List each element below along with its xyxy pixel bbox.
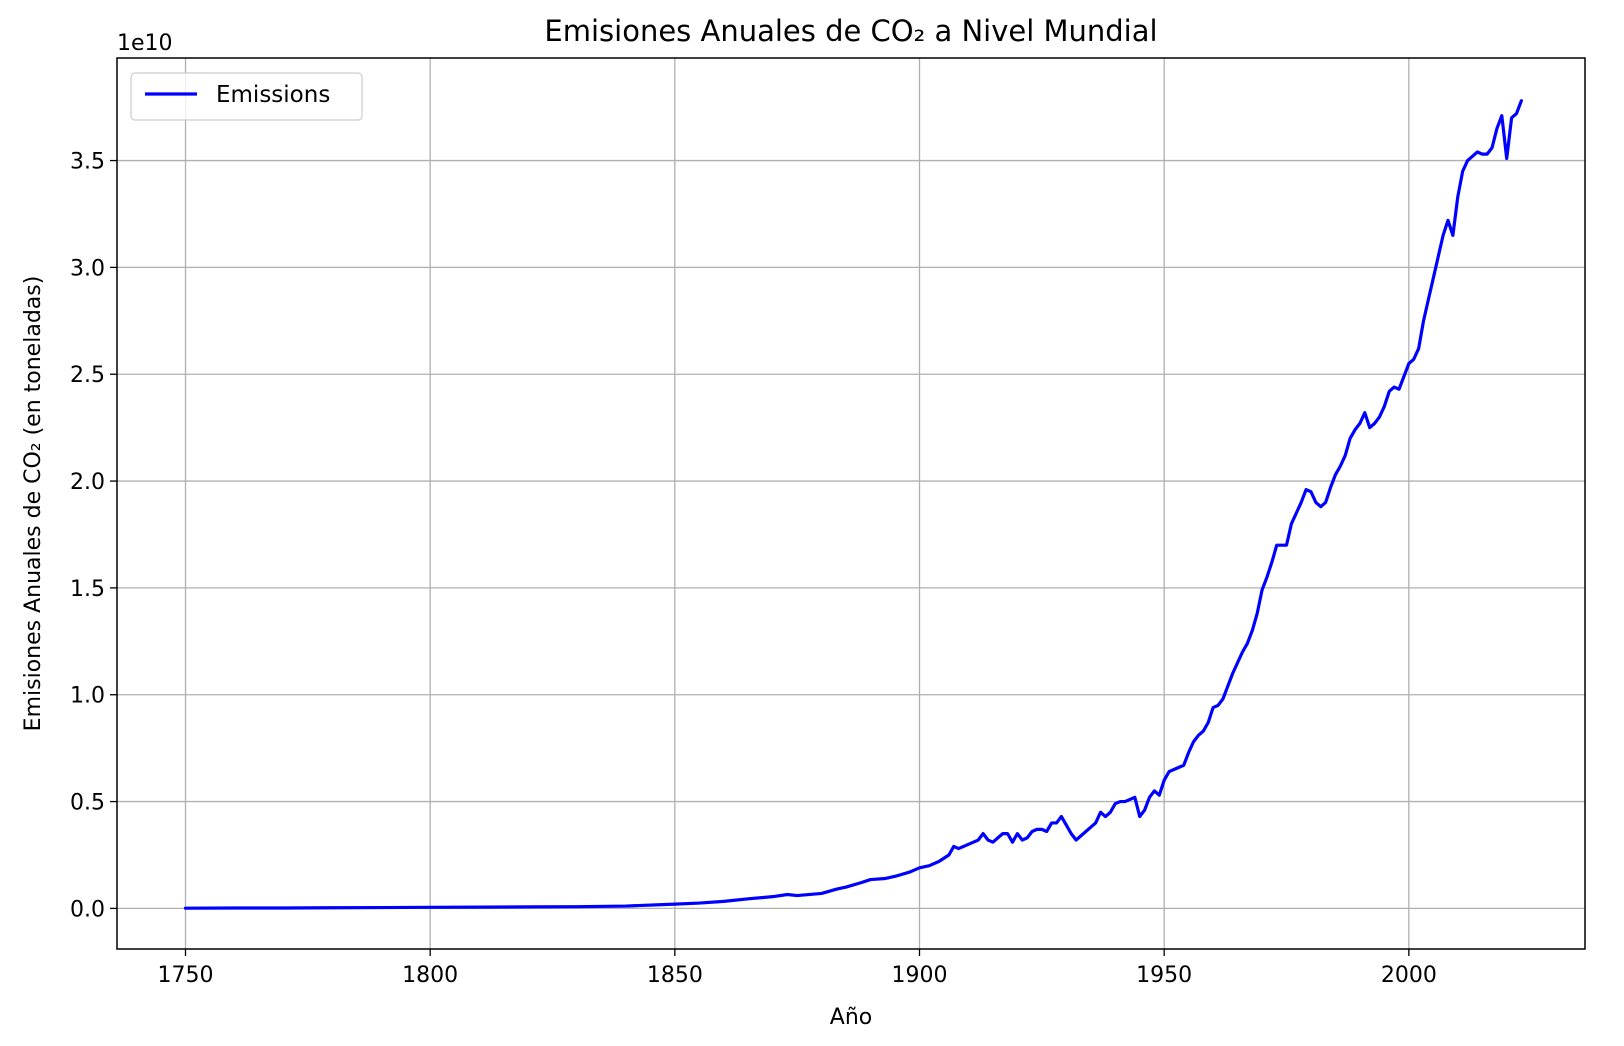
y-axis-offset-label: 1e10 <box>117 31 173 56</box>
x-tick-label: 1950 <box>1136 963 1192 988</box>
x-tick-label: 2000 <box>1381 963 1437 988</box>
x-tick-label: 1850 <box>647 963 703 988</box>
chart-title: Emisiones Anuales de CO₂ a Nivel Mundial <box>544 14 1157 48</box>
y-axis-label: Emisiones Anuales de CO₂ (en toneladas) <box>21 276 46 732</box>
legend-label-emissions: Emissions <box>216 82 330 108</box>
x-tick-label: 1900 <box>892 963 948 988</box>
x-axis-label: Año <box>830 1005 872 1030</box>
y-tick-label: 0.5 <box>70 791 105 816</box>
y-tick-label: 2.5 <box>70 363 105 388</box>
y-tick-label: 1.0 <box>70 684 105 709</box>
grid-lines <box>117 58 1585 949</box>
x-tick-label: 1750 <box>158 963 214 988</box>
legend: Emissions <box>130 72 363 121</box>
legend-box <box>130 72 363 121</box>
axis-ticks: 1750 1800 1850 1900 1950 2000 0.0 0.5 1.0 1.5 2.0 2… <box>70 150 1437 988</box>
series-line-emissions <box>183 99 1523 910</box>
y-tick-label: 3.5 <box>70 150 105 175</box>
plot-frame <box>116 57 1586 950</box>
x-tick-label: 1800 <box>402 963 458 988</box>
y-tick-label: 0.0 <box>70 897 105 922</box>
y-tick-label: 2.0 <box>70 470 105 495</box>
y-tick-label: 1.5 <box>70 577 105 602</box>
y-tick-label: 3.0 <box>70 256 105 281</box>
